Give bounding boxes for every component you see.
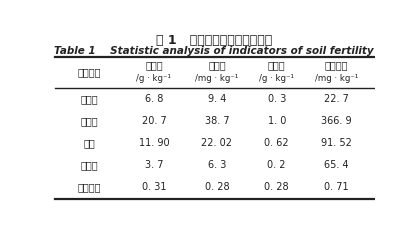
- Text: 0. 71: 0. 71: [324, 183, 349, 192]
- Text: 0. 28: 0. 28: [264, 183, 289, 192]
- Text: 有效磷: 有效磷: [208, 60, 226, 71]
- Text: 均值: 均值: [83, 138, 95, 148]
- Text: 有机质: 有机质: [145, 60, 163, 71]
- Text: 6. 8: 6. 8: [145, 94, 163, 104]
- Text: 22. 7: 22. 7: [324, 94, 349, 104]
- Text: 20. 7: 20. 7: [141, 116, 166, 126]
- Text: 最大值: 最大值: [80, 116, 98, 126]
- Text: 3. 7: 3. 7: [145, 160, 163, 170]
- Text: 9. 4: 9. 4: [208, 94, 226, 104]
- Text: 统计指标: 统计指标: [78, 68, 101, 78]
- Text: 0. 62: 0. 62: [264, 138, 289, 148]
- Text: 速效钾: 速效钾: [268, 60, 286, 71]
- Text: 6. 3: 6. 3: [208, 160, 226, 170]
- Text: 表 1   土壤各肥力指标统计分析: 表 1 土壤各肥力指标统计分析: [156, 34, 272, 47]
- Text: /mg · kg⁻¹: /mg · kg⁻¹: [315, 74, 358, 83]
- Text: 366. 9: 366. 9: [321, 116, 352, 126]
- Text: Table 1    Statistic analysis of indicators of soil fertility: Table 1 Statistic analysis of indicators…: [54, 46, 374, 56]
- Text: 0. 2: 0. 2: [267, 160, 286, 170]
- Text: 0. 28: 0. 28: [205, 183, 229, 192]
- Text: 91. 52: 91. 52: [321, 138, 352, 148]
- Text: 水解性氮: 水解性氮: [325, 60, 348, 71]
- Text: /g · kg⁻¹: /g · kg⁻¹: [136, 74, 171, 83]
- Text: 22. 02: 22. 02: [201, 138, 232, 148]
- Text: 65. 4: 65. 4: [324, 160, 349, 170]
- Text: /mg · kg⁻¹: /mg · kg⁻¹: [195, 74, 239, 83]
- Text: 0. 3: 0. 3: [268, 94, 286, 104]
- Text: 最小值: 最小值: [80, 94, 98, 104]
- Text: 标准差: 标准差: [80, 160, 98, 170]
- Text: /g · kg⁻¹: /g · kg⁻¹: [259, 74, 294, 83]
- Text: 1. 0: 1. 0: [268, 116, 286, 126]
- Text: 变异系数: 变异系数: [78, 183, 101, 192]
- Text: 11. 90: 11. 90: [138, 138, 169, 148]
- Text: 0. 31: 0. 31: [142, 183, 166, 192]
- Text: 38. 7: 38. 7: [205, 116, 229, 126]
